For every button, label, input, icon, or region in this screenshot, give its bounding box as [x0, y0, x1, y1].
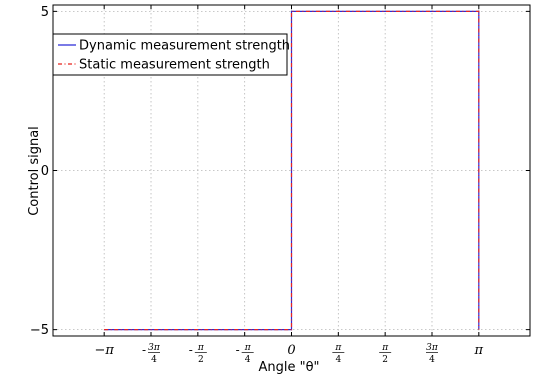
x-tick-numerator: π	[334, 343, 342, 353]
x-tick-label: - π 2	[189, 343, 207, 365]
x-tick-sign: -	[189, 343, 193, 357]
legend-label-static: Static measurement strength	[79, 58, 270, 73]
y-tick-label: 5	[41, 5, 49, 20]
series-lines	[104, 10, 480, 331]
legend-box	[52, 33, 288, 76]
x-tick-numerator: 3π	[426, 343, 439, 353]
x-tick-numerator: π	[244, 343, 252, 353]
x-tick-label: - π 4	[236, 343, 254, 365]
x-tick-numerator: π	[381, 343, 389, 353]
x-tick-sign: -	[236, 343, 240, 357]
x-tick-label: π2	[379, 343, 392, 365]
x-tick-label: 0	[287, 343, 295, 358]
x-tick-label: 3π4	[425, 343, 439, 365]
x-tick-label: π4	[332, 343, 345, 365]
y-tick-label: 0	[41, 164, 49, 179]
x-tick-denominator: 4	[335, 355, 341, 365]
x-tick-text: π	[474, 343, 484, 358]
series-line-0	[104, 10, 480, 331]
x-tick-denominator: 4	[151, 355, 157, 365]
x-axis-label: Angle "θ"	[258, 360, 319, 375]
x-tick-denominator: 4	[429, 355, 435, 365]
x-tick-sign: -	[142, 343, 146, 357]
x-tick-denominator: 4	[245, 355, 251, 365]
x-tick-numerator: π	[197, 343, 205, 353]
y-tick-label: −5	[30, 323, 49, 338]
axis-ticks	[53, 5, 530, 336]
x-tick-label: π	[474, 343, 484, 358]
legend-label-dynamic: Dynamic measurement strength	[79, 39, 290, 54]
x-tick-numerator: 3π	[148, 343, 161, 353]
x-tick-label: -3π 4	[142, 343, 161, 365]
x-tick-text: 0	[287, 343, 295, 358]
legend: Dynamic measurement strength Static meas…	[52, 33, 290, 76]
y-axis-label: Control signal	[27, 126, 42, 216]
x-tick-label: −π	[94, 343, 114, 358]
x-tick-denominator: 2	[382, 355, 388, 365]
x-tick-text: −π	[94, 343, 114, 358]
x-tick-denominator: 2	[198, 355, 204, 365]
